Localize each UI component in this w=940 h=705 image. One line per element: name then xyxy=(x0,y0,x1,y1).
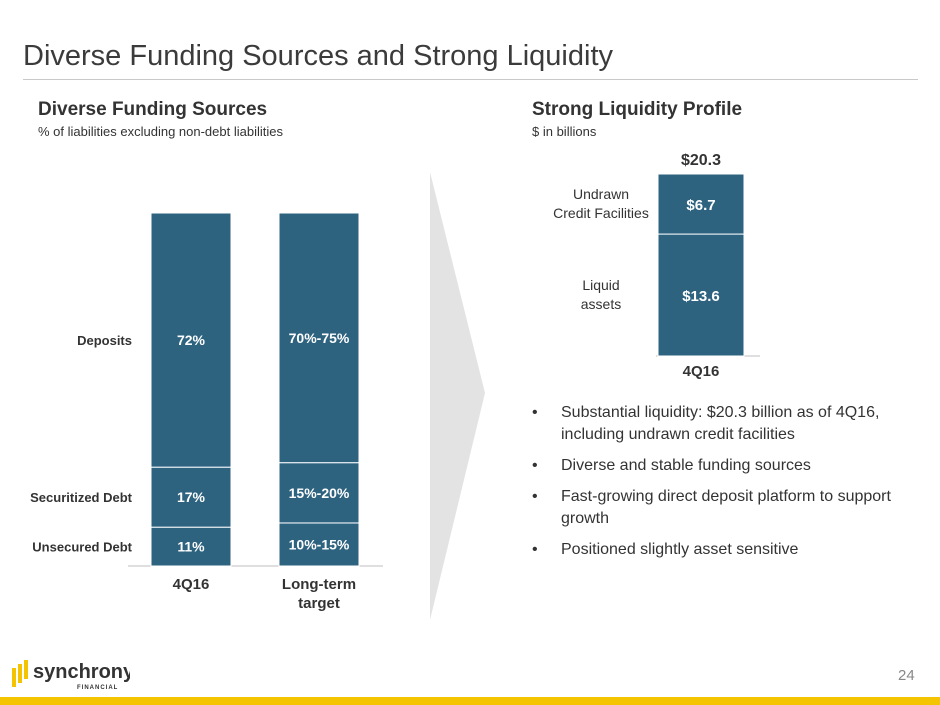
bullet-item: • Diverse and stable funding sources xyxy=(530,455,930,477)
data-label: 10%-15% xyxy=(289,536,350,552)
slide-title: Diverse Funding Sources and Strong Liqui… xyxy=(23,40,613,72)
bar-undrawn-credit-facilities xyxy=(657,173,745,235)
synchrony-logo: synchrony FINANCIAL xyxy=(10,656,135,697)
liquidity-profile-chart: $13.6 Liquid assets $6.7 Undrawn Credit Facil… xyxy=(553,152,760,380)
bullet-icon: • xyxy=(532,404,538,421)
bullet-item: • Fast-growing direct deposit platform to… xyxy=(530,486,930,530)
bar-unsecured-debt xyxy=(150,526,232,567)
bar-deposits xyxy=(278,212,360,464)
data-label: 11% xyxy=(177,539,205,555)
legend-label-undrawn-credit-facilities: Undrawn xyxy=(573,186,629,202)
bullet-icon: • xyxy=(532,541,538,558)
bullet-item: • Substantial liquidity: $20.3 billion as… xyxy=(530,402,930,446)
bullet-item: • Positioned slightly asset sensitive xyxy=(530,539,930,561)
legend-label-deposits: Deposits xyxy=(77,333,132,348)
funding-sources-chart: 11% Unsecured Debt 17% Securitized Debt 72% D… xyxy=(30,212,383,612)
logo-subtext: FINANCIAL xyxy=(77,685,118,691)
bar-deposits xyxy=(150,212,232,468)
legend-label-liquid-assets: Liquid xyxy=(582,277,619,293)
legend-label-undrawn-credit-facilities: Credit Facilities xyxy=(553,205,649,221)
liquidity-section-subtitle: $ in billions xyxy=(532,124,597,139)
synchrony-logo-icon: synchrony FINANCIAL xyxy=(12,660,135,691)
funding-section-title: Diverse Funding Sources xyxy=(38,99,268,120)
footer-accent-bar xyxy=(0,697,940,705)
data-label: $6.7 xyxy=(686,197,715,214)
data-label: 72% xyxy=(177,332,206,348)
legend-label-liquid-assets: assets xyxy=(581,296,621,312)
page-number: 24 xyxy=(898,667,915,684)
data-label: $13.6 xyxy=(682,288,720,305)
x-tick-label: target xyxy=(298,595,340,612)
bullet-text: Substantial liquidity: $20.3 billion as … xyxy=(561,404,880,443)
bullet-text: Fast-growing direct deposit platform to … xyxy=(561,488,891,527)
section-divider-arrow xyxy=(430,172,485,620)
bullet-text: Diverse and stable funding sources xyxy=(561,457,811,474)
funding-section-subtitle: % of liabilities excluding non-debt liab… xyxy=(38,124,283,139)
legend-label-unsecured-debt: Unsecured Debt xyxy=(32,540,132,555)
data-label: 17% xyxy=(177,489,206,505)
x-tick-label: 4Q16 xyxy=(683,363,720,380)
total-label: $20.3 xyxy=(681,152,721,169)
bar-securitized-debt xyxy=(150,466,232,528)
bullet-icon: • xyxy=(532,488,538,505)
data-label: 15%-20% xyxy=(289,485,350,501)
logo-wordmark: synchrony xyxy=(33,661,130,683)
bar-securitized-debt xyxy=(278,462,360,524)
title-divider xyxy=(23,79,918,80)
data-label: 70%-75% xyxy=(289,330,350,346)
bar-unsecured-debt xyxy=(278,522,360,567)
legend-label-securitized-debt: Securitized Debt xyxy=(30,490,133,505)
x-tick-label: Long-term xyxy=(282,576,356,593)
x-tick-label: 4Q16 xyxy=(173,576,210,593)
liquidity-bullets: • Substantial liquidity: $20.3 billion as… xyxy=(530,402,930,570)
bar-liquid-assets xyxy=(657,233,745,357)
bullet-icon: • xyxy=(532,457,538,474)
liquidity-section-title: Strong Liquidity Profile xyxy=(532,99,743,120)
bullet-text: Positioned slightly asset sensitive xyxy=(561,541,799,558)
